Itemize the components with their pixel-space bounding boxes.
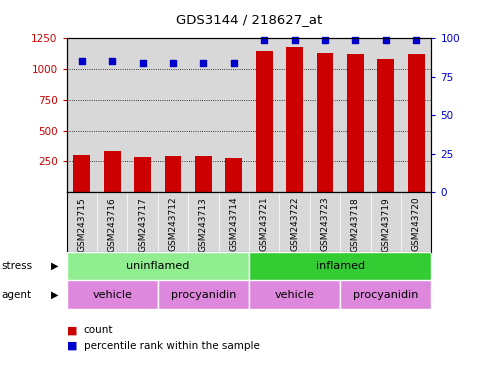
Text: ▶: ▶ (50, 261, 58, 271)
Text: GSM243723: GSM243723 (320, 197, 329, 252)
Bar (158, 280, 249, 309)
Point (260, 37, 268, 43)
Bar (286, 47, 303, 192)
Text: percentile rank within the sample: percentile rank within the sample (84, 341, 260, 351)
Point (291, 37, 299, 43)
Bar (195, 156, 211, 192)
Text: GSM243720: GSM243720 (412, 197, 421, 252)
Point (169, 60, 177, 66)
Bar (256, 51, 273, 192)
Bar (67, 280, 158, 309)
Point (352, 37, 359, 43)
Text: count: count (84, 325, 113, 335)
Text: uninflamed: uninflamed (126, 261, 189, 271)
Bar (408, 55, 424, 192)
Point (199, 60, 208, 66)
Text: GSM243718: GSM243718 (351, 197, 360, 252)
Text: ▶: ▶ (50, 290, 58, 300)
Bar (249, 252, 431, 280)
Bar (249, 280, 340, 309)
Bar (73, 155, 90, 192)
Text: inflamed: inflamed (316, 261, 365, 271)
Point (78, 58, 86, 65)
Bar (104, 151, 120, 192)
Bar (134, 157, 151, 192)
Bar (67, 252, 249, 280)
Bar (378, 59, 394, 192)
Text: GSM243713: GSM243713 (199, 197, 208, 252)
Bar (165, 156, 181, 192)
Text: ■: ■ (67, 341, 77, 351)
Point (382, 37, 389, 43)
Text: vehicle: vehicle (275, 290, 315, 300)
Text: GSM243721: GSM243721 (260, 197, 269, 252)
Text: procyanidin: procyanidin (353, 290, 419, 300)
Point (230, 60, 238, 66)
Bar (340, 280, 431, 309)
Text: procyanidin: procyanidin (171, 290, 236, 300)
Text: GSM243722: GSM243722 (290, 197, 299, 251)
Bar (317, 53, 333, 192)
Text: GSM243714: GSM243714 (229, 197, 238, 252)
Point (139, 60, 146, 66)
Text: agent: agent (1, 290, 31, 300)
Text: stress: stress (1, 261, 32, 271)
Text: GSM243712: GSM243712 (169, 197, 177, 252)
Text: GSM243719: GSM243719 (381, 197, 390, 252)
Text: GSM243715: GSM243715 (77, 197, 86, 252)
Bar (347, 55, 364, 192)
Text: GSM243716: GSM243716 (107, 197, 117, 252)
Text: ■: ■ (67, 325, 77, 335)
Text: GSM243717: GSM243717 (138, 197, 147, 252)
Text: vehicle: vehicle (92, 290, 132, 300)
Text: GDS3144 / 218627_at: GDS3144 / 218627_at (176, 13, 322, 26)
Point (321, 37, 329, 43)
Point (108, 58, 116, 65)
Bar (225, 157, 242, 192)
Point (412, 37, 420, 43)
